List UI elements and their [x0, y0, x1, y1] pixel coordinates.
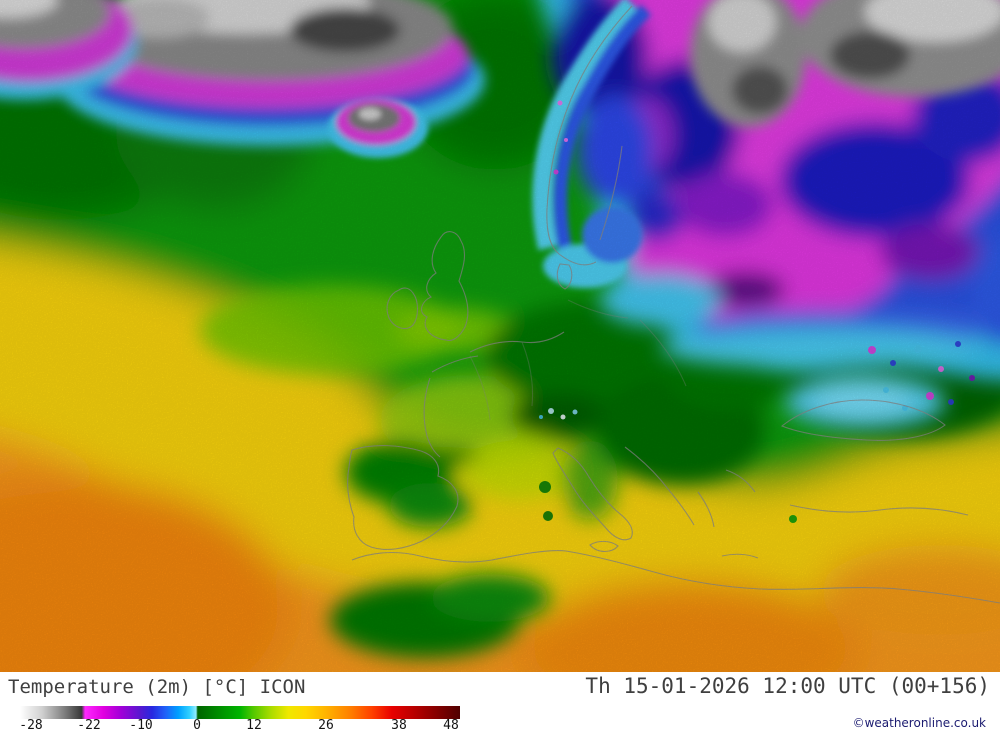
- temperature-map-svg: [0, 0, 1000, 672]
- scale-tick: 48: [443, 718, 459, 733]
- map-datetime: Th 15-01-2026 12:00 UTC (00+156): [585, 674, 990, 698]
- copyright: ©weatheronline.co.uk: [852, 716, 986, 730]
- scale-tick: 12: [246, 718, 262, 733]
- footer-title-row: Temperature (2m) [°C] ICON Th 15-01-2026…: [0, 674, 1000, 698]
- footer-bar: Temperature (2m) [°C] ICON Th 15-01-2026…: [0, 672, 1000, 733]
- scale-tick: 38: [391, 718, 407, 733]
- scale-tick: 0: [193, 718, 201, 733]
- scale-tick: -10: [129, 718, 153, 733]
- scale-tick: -22: [77, 718, 101, 733]
- map-title: Temperature (2m) [°C] ICON: [8, 676, 306, 698]
- temperature-scale-bar: [20, 706, 460, 719]
- weather-map: [0, 0, 1000, 672]
- scale-tick: 26: [318, 718, 334, 733]
- scale-tick: -28: [19, 718, 43, 733]
- texture-overlay: [0, 0, 1000, 672]
